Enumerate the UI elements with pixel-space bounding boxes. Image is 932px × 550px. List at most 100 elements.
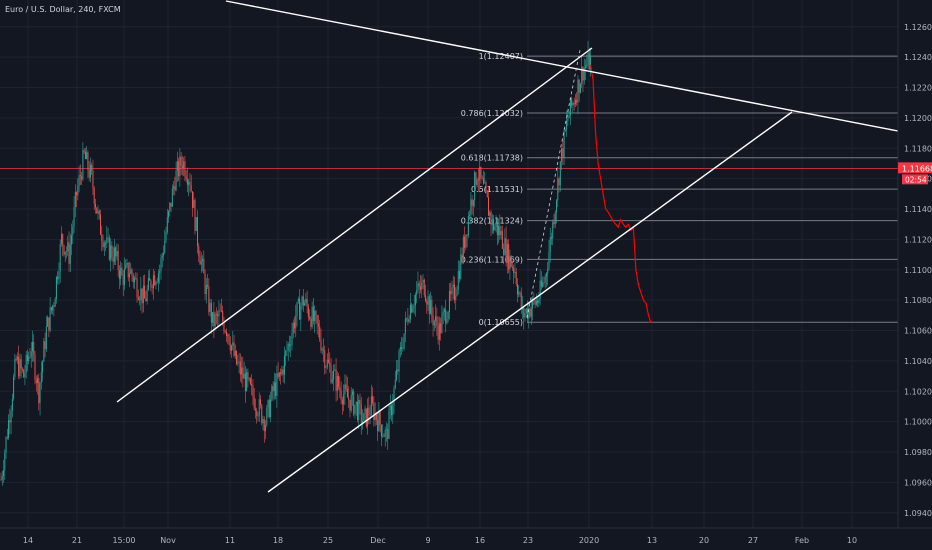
current-price-tag [898, 162, 932, 174]
candle-body [578, 79, 580, 93]
candle-body [520, 292, 522, 310]
candle-body [306, 298, 308, 307]
candle-body [256, 410, 258, 417]
candle-body [476, 179, 478, 186]
y-tick-label: 1.10200 [904, 387, 932, 396]
x-tick-label: Nov [160, 536, 176, 545]
x-tick-label: Dec [370, 536, 385, 545]
candle-body [301, 296, 303, 306]
candle-body [258, 399, 260, 416]
candle-body [479, 166, 481, 181]
candle-body [286, 350, 288, 352]
candle-body [1, 475, 3, 480]
candle-body [0, 479, 2, 481]
candle-body [9, 420, 11, 423]
candle-body [195, 217, 197, 231]
candle-body [464, 236, 466, 248]
candle-body [63, 245, 65, 255]
candle-body [111, 245, 113, 258]
candle-body [60, 234, 62, 244]
candle-body [72, 226, 74, 236]
candle-body [568, 115, 570, 119]
candle-body [474, 172, 476, 201]
candle-body [189, 181, 191, 185]
candle-body [539, 280, 541, 299]
x-axis[interactable]: 14 21 15:00 Nov 11 18 25 Dec 9 16 23 2020 13 20 27 Feb 1… [0, 527, 932, 545]
candle-body [425, 295, 427, 301]
candle-body [547, 268, 549, 274]
x-tick-label: 16 [475, 536, 485, 545]
candle-body [134, 278, 136, 283]
candle-body [186, 179, 188, 185]
candle-body [436, 316, 438, 326]
candle-body [416, 290, 418, 295]
candle-body [480, 166, 482, 178]
candle-body [21, 368, 23, 370]
candle-body [398, 351, 400, 372]
candle-body [169, 202, 171, 212]
candle-body [435, 316, 437, 321]
candle-body [485, 182, 487, 191]
candle-body [19, 359, 21, 377]
candle-body [307, 306, 309, 317]
candle-body [166, 217, 168, 232]
y-tick-label: 1.11200 [904, 235, 932, 244]
y-tick-label: 1.11800 [904, 144, 932, 153]
candle-body [535, 300, 537, 305]
candle-body [11, 398, 13, 411]
candle-body [557, 178, 559, 201]
candle-body [136, 278, 138, 298]
candle-body [94, 203, 96, 208]
candle-body [453, 284, 455, 301]
candle-body [92, 170, 94, 189]
candle-body [302, 296, 304, 306]
y-axis[interactable]: 1.12600 1.12400 1.12200 1.12000 1.11800 1.116… [897, 0, 932, 528]
x-tick-label: 11 [225, 536, 235, 545]
y-tick-label: 1.09800 [904, 448, 932, 457]
candle-body [248, 378, 250, 380]
candle-body [588, 52, 590, 70]
candle-body [157, 273, 159, 282]
candle-body [411, 304, 413, 313]
candle-body [336, 375, 338, 391]
candle-body [265, 425, 267, 432]
candle-body [68, 242, 70, 264]
candle-body [514, 271, 516, 273]
candle-body [572, 102, 574, 106]
candle-body [292, 322, 294, 333]
candle-body [174, 186, 176, 191]
candle-body [321, 349, 323, 351]
y-tick-label: 1.11000 [904, 266, 932, 275]
candle-body [362, 420, 364, 423]
candle-body [224, 331, 226, 333]
candle-body [288, 344, 290, 346]
candle-body [493, 219, 495, 231]
candle-body [33, 341, 35, 355]
candle-body [312, 306, 314, 322]
fib-level-label: 0.236(1.11069) [461, 255, 523, 264]
candle-body [139, 299, 141, 301]
candle-body [100, 214, 102, 235]
candle-body [471, 199, 473, 206]
candle-body [446, 319, 448, 324]
candle-body [202, 258, 204, 261]
candle-body [155, 282, 157, 285]
candle-body [59, 243, 61, 272]
candle-body [579, 83, 581, 93]
candle-body [58, 271, 60, 280]
current-price-label: 1.11668 [902, 164, 932, 173]
candle-body [220, 310, 222, 312]
candle-body [121, 267, 123, 275]
candle-body [159, 270, 161, 274]
candle-body [37, 377, 39, 384]
candle-body [103, 243, 105, 248]
candle-body [490, 212, 492, 225]
candle-body [107, 237, 109, 239]
candle-body [577, 79, 579, 103]
candle-body [62, 234, 64, 246]
candle-body [296, 302, 298, 317]
candle-body [168, 211, 170, 218]
candle-body [295, 316, 297, 329]
candle-body [515, 271, 517, 285]
